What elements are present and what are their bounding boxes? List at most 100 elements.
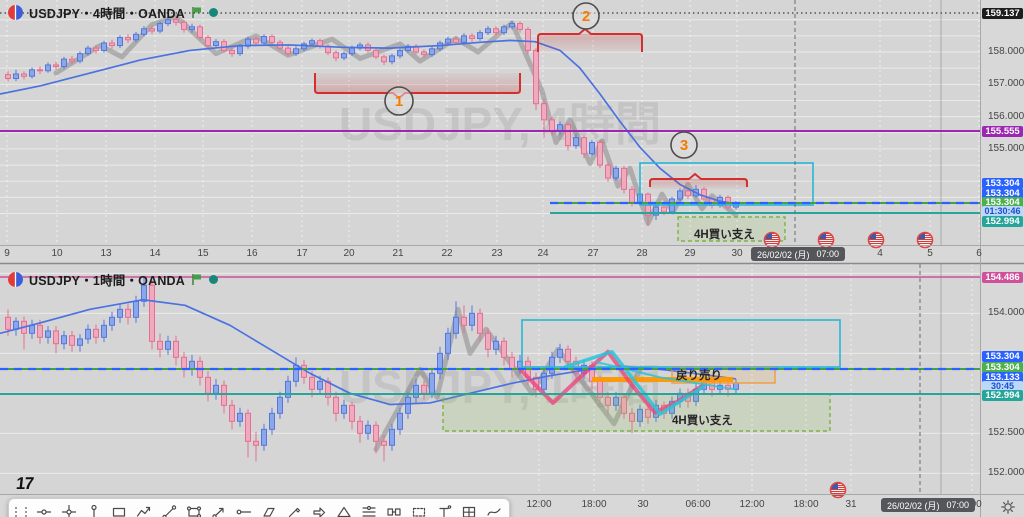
annotation-box[interactable] [442,393,831,432]
tooltip-date: 26/02/02 (月) [887,500,940,511]
symbol-legend-1h[interactable]: USDJPY・1時間・OANDA [8,271,219,288]
price-tick: 152.500 [988,427,1024,439]
time-tick: 13 [100,248,112,259]
price-tick: 154.000 [988,307,1024,319]
us-economic-event-icon[interactable] [867,231,885,249]
time-tick: 28 [636,248,648,259]
crosshair-date-tooltip-4h: 26/02/02 (月) 07:00 [751,247,846,261]
countdown-label: 01:30:46 [982,205,1023,217]
status-dot-icon [209,7,219,17]
drawing-toolbar[interactable] [8,498,510,517]
curve-tool-icon[interactable] [482,502,505,517]
price-tick: 157.000 [988,78,1024,90]
time-tick: 14 [149,248,161,259]
toolbar-drag-handle-icon[interactable] [15,507,27,517]
time-tick: 18:00 [793,499,819,510]
price-axis-label: 152.994 [982,215,1023,227]
svg-text:1: 1 [395,93,403,110]
numbered-marker[interactable]: 2 [572,2,600,30]
time-tick: 23 [491,248,503,259]
symbol-legend-4h[interactable]: USDJPY・4時間・OANDA [8,4,219,21]
price-axis-label: 159.137 [982,7,1023,19]
time-tick: 18:00 [581,499,607,510]
date-range-tool-icon[interactable] [382,502,405,517]
pencil-tool-icon[interactable] [283,502,306,517]
time-tick: 27 [587,248,599,259]
arrow-tool-icon[interactable] [208,502,231,517]
arrow-shape-tool-icon[interactable] [307,502,330,517]
time-tick: 9 [4,248,10,259]
time-axis-settings-gear-icon[interactable] [1001,500,1015,517]
tradingview-logo[interactable]: 17 [15,474,34,493]
usdjpy-pair-icon [8,271,23,287]
us-economic-event-icon[interactable] [829,481,847,499]
time-tick: 06:00 [685,499,711,510]
tooltip-time: 07:00 [816,249,840,259]
polyline-tool-icon[interactable] [183,502,206,517]
time-tick: 31 [845,499,857,510]
sell-zone-label: 戻り売り [676,370,722,382]
time-tick: 30 [637,499,649,510]
wave-overlay [596,361,736,391]
point-tool-icon[interactable] [83,502,106,517]
price-tick: 156.000 [988,110,1024,122]
price-axis-label: 152.994 [982,389,1023,401]
usdjpy-pair-icon [8,4,23,20]
fib-retracement-tool-icon[interactable] [357,502,380,517]
price-axis-label: 153.304 [982,350,1023,362]
price-axis-label: 155.555 [982,125,1023,137]
table-tool-icon[interactable] [457,502,480,517]
time-tick: 12:00 [739,499,765,510]
time-tick: 12:00 [526,499,552,510]
zigzag-pattern-tool-icon[interactable] [133,502,156,517]
time-tick: 6 [976,248,982,259]
panel-1h: USDJPY, 1時間 [0,264,980,499]
text-tool-icon[interactable] [432,502,455,517]
sell-zone-bar[interactable] [592,377,733,382]
flag-icon[interactable] [191,273,203,286]
svg-text:3: 3 [680,137,688,154]
horizontal-ray-tool-icon[interactable] [233,502,256,517]
projection-tool-icon[interactable] [407,502,430,517]
trend-line-tool-icon[interactable] [158,502,181,517]
price-axis-label: 153.304 [982,361,1023,373]
cross-line-tool-icon[interactable] [58,502,81,517]
numbered-marker[interactable]: 1 [384,86,414,116]
time-tick: 30 [731,248,743,259]
tooltip-time: 07:00 [946,500,970,510]
time-tick: 24 [537,248,549,259]
numbered-marker[interactable]: 3 [670,131,698,159]
support-zone-label-1h: 4H買い支え [672,415,733,427]
triangle-tool-icon[interactable] [332,502,355,517]
price-tick: 158.000 [988,46,1024,58]
time-tick: 10 [51,248,63,259]
time-tick: 20 [343,248,355,259]
time-tick: 5 [927,248,933,259]
time-tick: 22 [441,248,453,259]
time-tick: 15 [197,248,209,259]
time-tick: 29 [684,248,696,259]
price-axis-label: 153.304 [982,177,1023,189]
price-axis-label: 153.304 [982,187,1023,199]
price-axis-label: 154.486 [982,271,1023,283]
status-dot-icon [209,274,219,284]
us-economic-event-icon[interactable] [763,231,781,249]
zigzag-overlay [373,306,643,452]
chart-title-4h: USDJPY・4時間・OANDA [29,6,186,21]
crosshair-date-tooltip-1h: 26/02/02 (月) 07:00 [881,498,976,512]
support-zone-label-4h: 4H買い支え [694,229,755,241]
annotation-box[interactable] [521,319,841,368]
brush-tool-icon[interactable] [258,502,281,517]
annotation-box[interactable] [639,162,814,206]
horizontal-line-tool-icon[interactable] [33,502,56,517]
chart-title-1h: USDJPY・1時間・OANDA [29,273,186,288]
rectangle-tool-icon[interactable] [108,502,131,517]
price-range-bracket[interactable] [649,173,748,187]
tooltip-date: 26/02/02 (月) [757,249,810,260]
time-tick: 4 [877,248,883,259]
price-axis-label: 153.304 [982,196,1023,208]
price-tick: 155.000 [988,142,1024,154]
flag-icon[interactable] [191,6,203,19]
